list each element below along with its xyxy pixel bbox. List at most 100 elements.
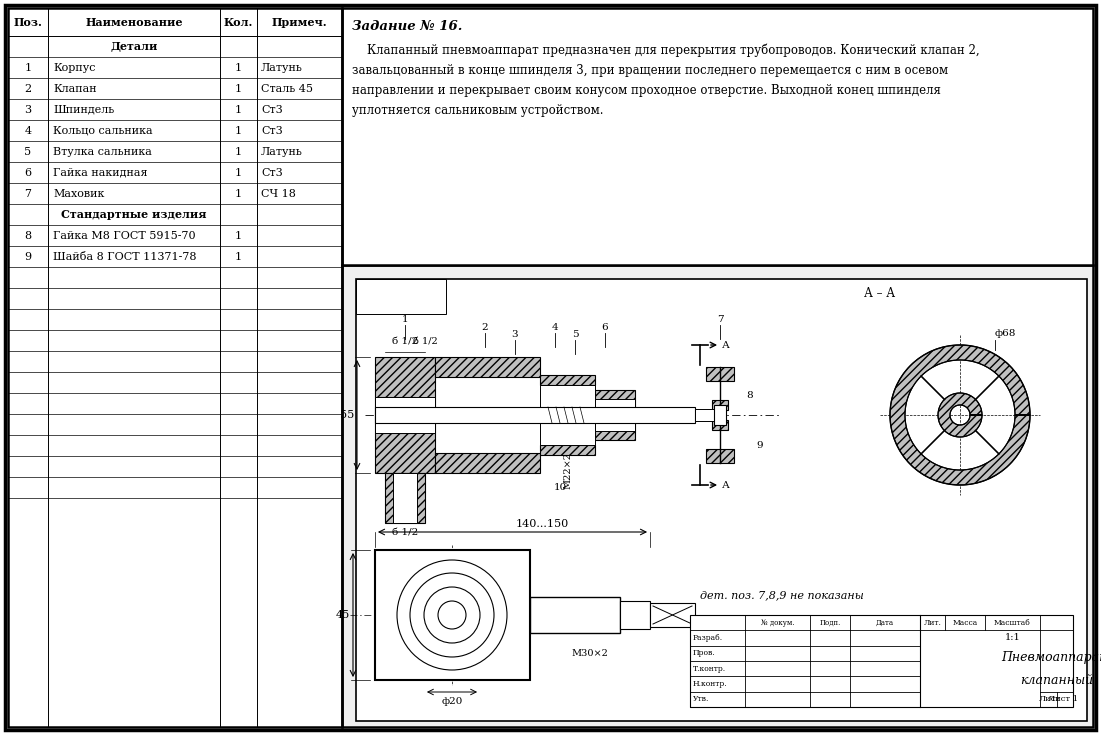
Text: 1: 1 xyxy=(235,251,242,262)
Text: Шпиндель: Шпиндель xyxy=(53,104,115,115)
Bar xyxy=(375,550,530,680)
Text: Лист: Лист xyxy=(1039,695,1061,703)
Text: 1: 1 xyxy=(235,168,242,177)
Text: 1: 1 xyxy=(235,126,242,135)
Text: 2: 2 xyxy=(24,84,32,93)
Text: 55: 55 xyxy=(340,410,355,420)
Text: СЧ 18: СЧ 18 xyxy=(261,188,296,198)
Text: уплотняется сальниковым устройством.: уплотняется сальниковым устройством. xyxy=(352,104,603,117)
Text: Задание № 16.: Задание № 16. xyxy=(352,20,462,32)
Text: Ст3: Ст3 xyxy=(261,126,283,135)
Bar xyxy=(695,409,724,421)
Bar xyxy=(539,375,595,385)
Text: 5: 5 xyxy=(571,329,578,339)
Text: Шайба 8 ГОСТ 11371-78: Шайба 8 ГОСТ 11371-78 xyxy=(53,251,196,262)
Bar xyxy=(356,279,446,314)
Text: 1: 1 xyxy=(24,62,32,73)
Text: Гайка М8 ГОСТ 5915-70: Гайка М8 ГОСТ 5915-70 xyxy=(53,231,196,240)
Bar xyxy=(393,473,417,523)
Bar xyxy=(706,367,734,381)
Polygon shape xyxy=(938,393,982,437)
Text: 1: 1 xyxy=(235,104,242,115)
Text: 10: 10 xyxy=(554,482,567,492)
Text: Стандартные изделия: Стандартные изделия xyxy=(62,209,207,220)
Text: А: А xyxy=(722,340,730,350)
Text: Наименование: Наименование xyxy=(85,16,183,27)
Text: Поз.: Поз. xyxy=(13,16,43,27)
Text: Сталь 45: Сталь 45 xyxy=(261,84,313,93)
Polygon shape xyxy=(890,345,1031,485)
Text: 1: 1 xyxy=(235,231,242,240)
Polygon shape xyxy=(380,399,417,431)
Bar xyxy=(650,603,695,627)
Text: 9: 9 xyxy=(756,440,763,450)
Text: б 1/2: б 1/2 xyxy=(392,528,418,537)
Text: 45: 45 xyxy=(336,610,350,620)
Text: 8: 8 xyxy=(24,231,32,240)
Bar xyxy=(385,473,425,523)
Text: направлении и перекрывает своим конусом проходное отверстие. Выходной конец шпин: направлении и перекрывает своим конусом … xyxy=(352,84,941,96)
Text: Клапан: Клапан xyxy=(53,84,97,93)
Text: ф20: ф20 xyxy=(442,698,462,706)
Text: Разраб.: Разраб. xyxy=(693,634,723,642)
Text: Корпус: Корпус xyxy=(53,62,96,73)
Bar xyxy=(435,453,539,473)
Text: 7: 7 xyxy=(717,315,723,323)
Bar xyxy=(356,279,1087,721)
Text: Пневмоаппарат: Пневмоаппарат xyxy=(1002,650,1101,664)
Text: Кол.: Кол. xyxy=(224,16,253,27)
Text: б 1/2: б 1/2 xyxy=(392,337,418,346)
Text: 4: 4 xyxy=(24,126,32,135)
Text: 3: 3 xyxy=(512,329,519,339)
Bar xyxy=(715,405,726,425)
Text: 6: 6 xyxy=(601,323,609,331)
Text: А – А: А – А xyxy=(864,287,895,299)
Text: № докум.: № докум. xyxy=(761,619,794,627)
Text: Лит.: Лит. xyxy=(924,619,941,627)
Bar xyxy=(380,397,415,433)
Text: Гайка накидная: Гайка накидная xyxy=(53,168,148,177)
Text: дет. поз. 7,8,9 не показаны: дет. поз. 7,8,9 не показаны xyxy=(700,590,864,600)
Bar xyxy=(712,400,728,410)
Text: Кольцо сальника: Кольцо сальника xyxy=(53,126,153,135)
Text: 1: 1 xyxy=(235,146,242,157)
Text: Н.контр.: Н.контр. xyxy=(693,680,728,688)
Bar xyxy=(690,615,1073,707)
Text: Масса: Масса xyxy=(952,619,978,627)
Text: Дата: Дата xyxy=(876,619,894,627)
Text: 1: 1 xyxy=(235,84,242,93)
Text: 8: 8 xyxy=(746,390,753,400)
Bar xyxy=(620,601,650,629)
Bar xyxy=(595,399,635,431)
Text: б 1/2: б 1/2 xyxy=(413,337,437,346)
Text: М22×2: М22×2 xyxy=(564,451,573,489)
Text: ф68: ф68 xyxy=(994,329,1016,337)
Text: Втулка сальника: Втулка сальника xyxy=(53,146,152,157)
Text: 7: 7 xyxy=(24,188,32,198)
Text: 140...150: 140...150 xyxy=(515,519,568,529)
Text: Детали: Детали xyxy=(110,41,157,52)
Text: Ст3: Ст3 xyxy=(261,168,283,177)
Text: Т.контр.: Т.контр. xyxy=(693,664,727,673)
Text: Маховик: Маховик xyxy=(53,188,105,198)
Text: А: А xyxy=(722,481,730,490)
Bar xyxy=(375,397,435,433)
Text: Утв.: Утв. xyxy=(693,695,709,703)
Text: 6: 6 xyxy=(24,168,32,177)
Bar xyxy=(530,597,620,633)
Text: 9: 9 xyxy=(24,251,32,262)
Bar xyxy=(8,8,342,727)
Text: 2: 2 xyxy=(482,323,489,331)
Bar xyxy=(342,8,1093,265)
Text: 3: 3 xyxy=(24,104,32,115)
Text: клапанный: клапанный xyxy=(1020,674,1093,686)
Bar xyxy=(342,265,1093,727)
Bar xyxy=(435,357,539,377)
Text: Латунь: Латунь xyxy=(261,62,303,73)
Text: Подп.: Подп. xyxy=(819,619,841,627)
Text: 1: 1 xyxy=(235,188,242,198)
Text: Ст3: Ст3 xyxy=(261,104,283,115)
Text: Масштаб: Масштаб xyxy=(994,619,1031,627)
Bar xyxy=(595,390,635,440)
Text: Примеч.: Примеч. xyxy=(272,16,327,27)
